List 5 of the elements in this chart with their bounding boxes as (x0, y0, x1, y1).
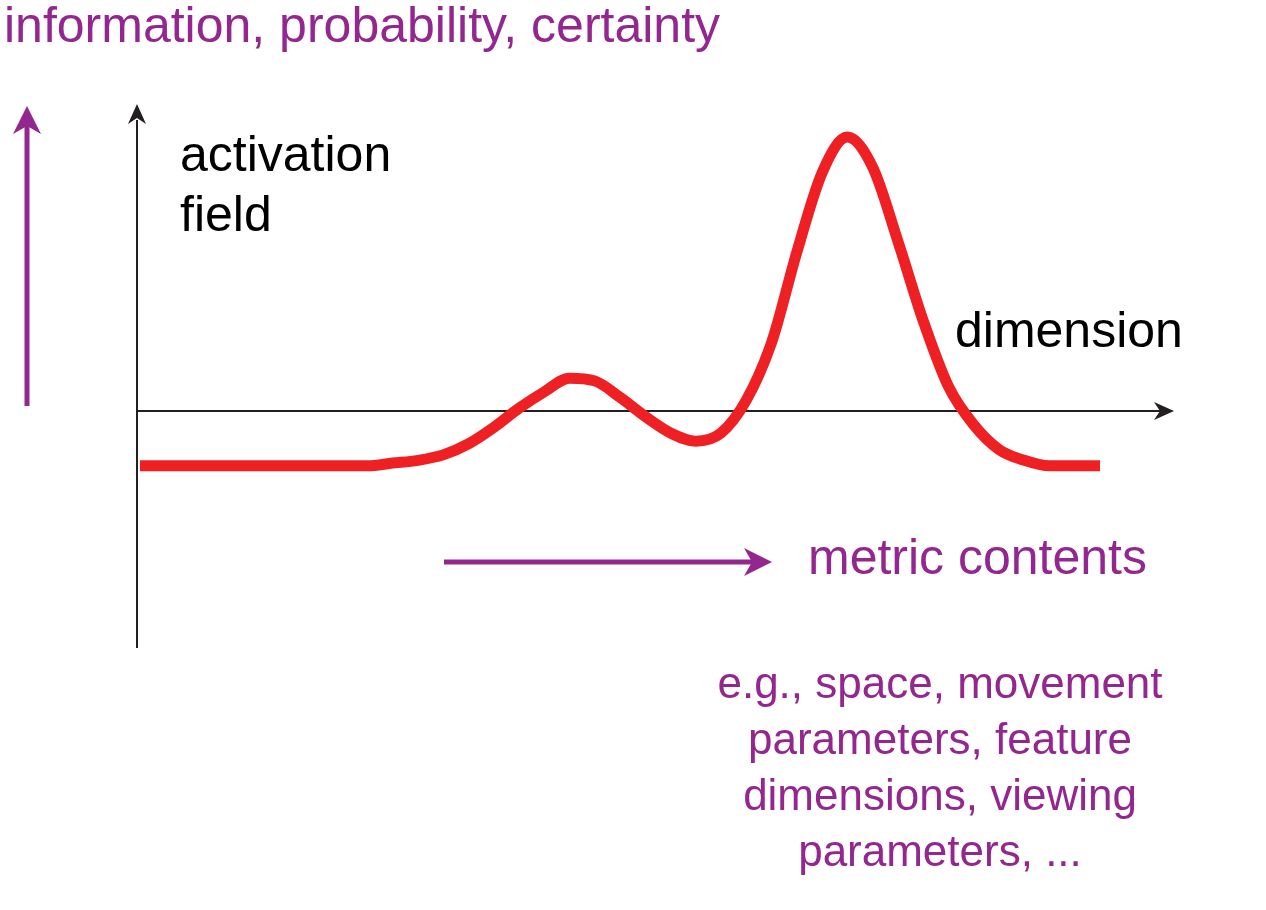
y-axis-title: activation field (180, 125, 393, 244)
text: e.g., space, movement parameters, feature dimensions, viewing parameters, ... (716, 657, 1164, 877)
text: information, probability, certainty (4, 0, 721, 54)
x-axis-title: dimension (955, 301, 1183, 360)
text: metric contents (808, 528, 1148, 586)
